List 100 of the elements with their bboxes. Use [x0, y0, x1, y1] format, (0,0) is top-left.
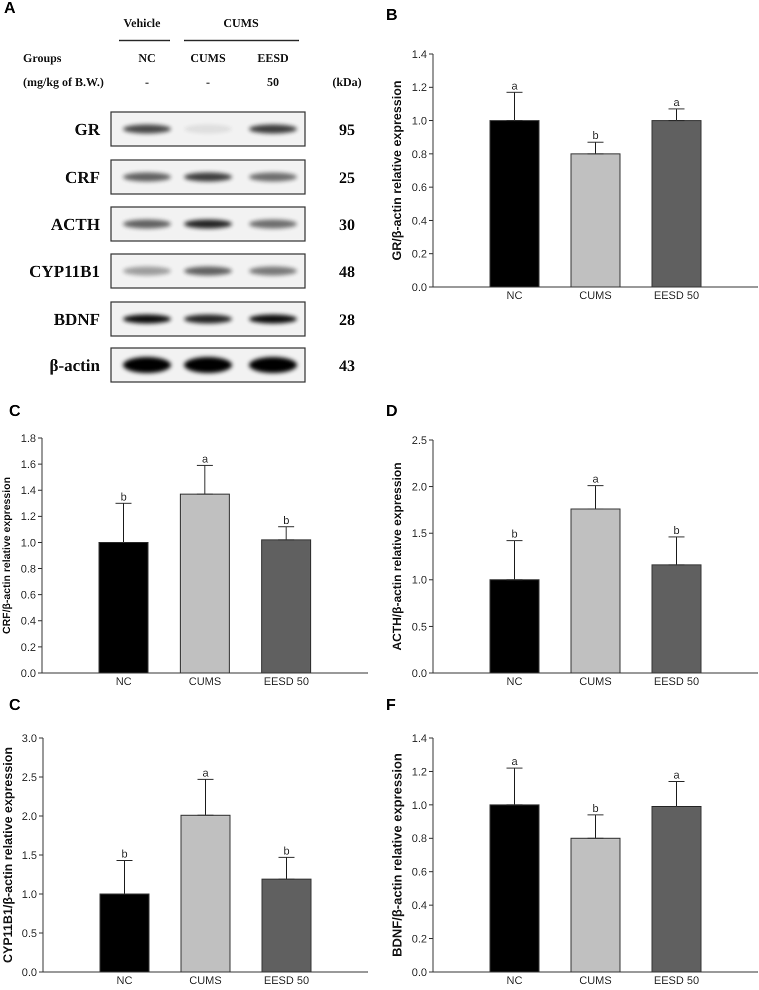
y-tick-label: 1.5: [22, 850, 37, 862]
y-tick-label: 1.0: [412, 574, 427, 587]
y-tick-label: 1.2: [20, 511, 36, 524]
text: ACTH: [50, 215, 100, 234]
text: 43: [339, 358, 355, 375]
annotation: a: [202, 453, 209, 466]
annotation: a: [673, 769, 680, 782]
annotation: b: [283, 514, 290, 527]
y-tick-label: 0.8: [412, 833, 427, 846]
x-tick-label: CUMS: [189, 974, 222, 987]
y-tick-label: 0.6: [20, 590, 36, 602]
y-tick-label: 0.0: [412, 282, 427, 294]
y-tick-label: 0.0: [412, 668, 427, 680]
x-tick-label: EESD 50: [264, 676, 309, 688]
chart-title: C: [9, 403, 21, 420]
x-tick-label: NC: [116, 974, 132, 987]
y-tick-label: 0.0: [22, 966, 37, 979]
y-tick-label: 1.0: [22, 888, 37, 901]
x-tick-label: EESD 50: [654, 974, 700, 987]
annotation: b: [120, 491, 127, 504]
y-tick-label: 0.8: [412, 148, 427, 161]
y-tick-label: 1.0: [412, 800, 427, 812]
text: CRF: [65, 168, 100, 187]
annotation: a: [511, 80, 518, 92]
chart-title: B: [386, 7, 398, 24]
text: 95: [339, 122, 355, 139]
y-tick-label: 0.4: [412, 900, 427, 912]
y-tick-label: 0.8: [20, 563, 36, 576]
x-tick-label: NC: [506, 290, 522, 302]
x-tick-label: EESD 50: [264, 974, 310, 987]
x-tick-label: CUMS: [579, 974, 612, 987]
y-axis-title: CYP11B1/β-actin relative expression: [1, 746, 15, 964]
y-tick-label: 1.2: [412, 766, 427, 778]
y-axis-title: GR/β-actin relative expression: [390, 80, 404, 260]
text: Groups: [23, 51, 62, 65]
annotation: b: [511, 528, 518, 541]
annotation: b: [592, 802, 599, 815]
text: GR: [74, 120, 101, 139]
y-tick-label: 2.5: [22, 772, 37, 784]
text: 28: [339, 312, 355, 329]
text: 30: [339, 217, 355, 234]
y-tick-label: 1.6: [20, 459, 36, 472]
x-tick-label: EESD 50: [654, 290, 700, 302]
y-axis-title: ACTH/β-actin relative expression: [390, 462, 404, 651]
y-tick-label: 3.0: [22, 732, 37, 745]
y-axis-title: BDNF/β-actin relative expression: [390, 753, 404, 957]
y-tick-label: 1.8: [20, 432, 36, 445]
text: 25: [339, 170, 355, 187]
y-tick-label: 2.0: [22, 810, 37, 823]
y-tick-label: 2.0: [412, 482, 427, 494]
x-tick-label: CUMS: [188, 676, 222, 688]
text: CUMS: [190, 51, 226, 65]
x-tick-label: CUMS: [579, 290, 612, 302]
y-tick-label: 1.5: [412, 528, 427, 540]
annotation: b: [673, 524, 680, 537]
text: CYP11B1: [29, 262, 100, 281]
y-tick-label: 1.0: [412, 115, 427, 128]
y-tick-label: 0.2: [412, 248, 427, 261]
y-tick-label: 1.4: [20, 485, 36, 498]
text: -: [206, 75, 210, 89]
text: (kDa): [332, 75, 362, 89]
text: -: [145, 75, 149, 89]
annotation: a: [511, 756, 518, 768]
annotation: a: [592, 474, 600, 486]
y-axis-title: CRF/β-actin relative expression: [1, 477, 13, 634]
y-tick-label: 0.4: [20, 616, 36, 628]
annotation: a: [673, 96, 680, 109]
y-tick-label: 0.0: [20, 668, 36, 680]
chart-title: F: [386, 697, 396, 714]
text: EESD: [257, 51, 289, 65]
x-tick-label: NC: [116, 676, 132, 688]
y-tick-label: 0.2: [20, 642, 36, 654]
y-tick-label: 0.6: [412, 182, 427, 194]
text: 48: [339, 264, 355, 281]
y-tick-label: 1.2: [412, 82, 427, 94]
text: NC: [138, 51, 156, 65]
y-tick-label: 1.4: [412, 732, 427, 745]
x-tick-label: NC: [506, 676, 522, 688]
text: BDNF: [54, 310, 100, 329]
x-tick-label: NC: [506, 974, 522, 987]
y-tick-label: 0.0: [412, 966, 427, 979]
x-tick-label: CUMS: [579, 676, 612, 688]
y-tick-label: 2.5: [412, 434, 427, 447]
text: β-actin: [49, 356, 101, 375]
chart-title: D: [386, 403, 398, 420]
chart-title: C: [9, 697, 21, 714]
text: 50: [267, 75, 279, 89]
text: (mg/kg of B.W.): [23, 75, 104, 89]
annotation: a: [202, 767, 210, 780]
y-tick-label: 0.5: [22, 928, 37, 940]
x-tick-label: EESD 50: [654, 676, 700, 688]
y-tick-label: 0.6: [412, 866, 427, 879]
y-tick-label: 0.4: [412, 215, 427, 228]
y-tick-label: 0.5: [412, 621, 427, 634]
annotation: b: [121, 848, 128, 860]
text: Vehicle: [124, 16, 162, 30]
y-tick-label: 0.2: [412, 933, 427, 946]
annotation: b: [592, 130, 599, 142]
annotation: b: [283, 845, 290, 858]
y-tick-label: 1.0: [20, 537, 36, 550]
